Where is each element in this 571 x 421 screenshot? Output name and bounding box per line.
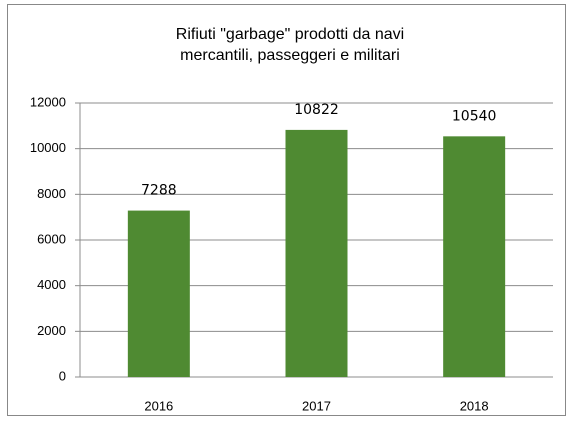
y-tick-label: 10000: [30, 140, 66, 155]
y-tick-label: 4000: [37, 277, 66, 292]
bar: [443, 136, 506, 377]
data-label: 7288: [141, 183, 177, 199]
y-tick-label: 12000: [30, 94, 66, 109]
chart-title: Rifiuti "garbage" prodotti da navi: [176, 26, 404, 43]
y-tick-label: 0: [59, 368, 66, 383]
x-tick-label: 2016: [144, 398, 173, 413]
bar: [127, 210, 190, 377]
y-tick-label: 8000: [37, 186, 66, 201]
data-label: 10540: [452, 108, 497, 124]
x-tick-label: 2018: [460, 398, 489, 413]
y-tick-label: 6000: [37, 231, 66, 246]
x-tick-label: 2017: [302, 398, 331, 413]
bar: [285, 129, 348, 377]
chart-title: mercantili, passeggeri e militari: [180, 47, 400, 64]
data-label: 10822: [294, 102, 339, 118]
y-tick-label: 2000: [37, 323, 66, 338]
